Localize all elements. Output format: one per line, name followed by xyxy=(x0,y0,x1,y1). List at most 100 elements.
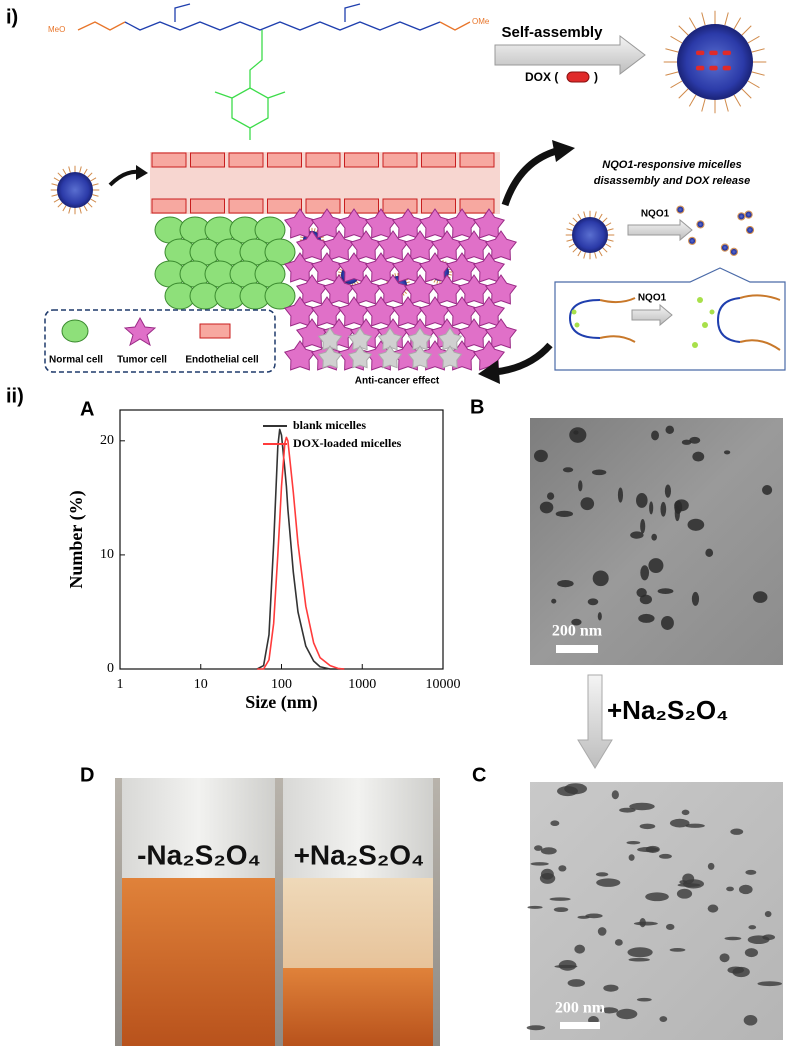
tumor-cell xyxy=(337,252,371,283)
corona xyxy=(677,211,680,214)
tumor-cell xyxy=(472,208,506,239)
particle xyxy=(676,888,693,899)
particle xyxy=(629,802,655,811)
corona xyxy=(743,213,745,215)
particle xyxy=(752,591,768,603)
treatment-label: +Na₂S₂O₄ xyxy=(607,695,728,725)
chem-label: MeO xyxy=(48,25,65,34)
dox xyxy=(696,65,705,71)
normal-cell xyxy=(264,282,296,310)
particle xyxy=(530,862,549,866)
particle xyxy=(616,1008,638,1020)
corona xyxy=(724,98,729,112)
chemical-structure xyxy=(77,3,471,140)
x-tick-label: 10 xyxy=(194,677,208,692)
corona xyxy=(406,281,410,284)
corona xyxy=(87,202,93,208)
corona xyxy=(688,241,690,244)
corona xyxy=(693,242,696,245)
tumor-cell xyxy=(376,274,410,305)
corona xyxy=(743,217,746,219)
micelle xyxy=(677,206,684,213)
tumor-cell xyxy=(445,252,479,283)
particle xyxy=(533,449,548,463)
corona xyxy=(741,25,752,36)
dox xyxy=(696,50,705,56)
tumor-cell xyxy=(418,252,452,283)
corona xyxy=(743,213,746,216)
particles xyxy=(533,425,773,630)
corona xyxy=(702,225,705,227)
tumor-cell xyxy=(472,296,506,327)
tumor-cell xyxy=(445,208,479,239)
particle xyxy=(558,865,567,872)
dox xyxy=(722,65,731,71)
corona xyxy=(681,205,683,208)
particle xyxy=(762,934,776,941)
endothelial-cell xyxy=(382,152,418,168)
micelle xyxy=(747,227,753,233)
micelle xyxy=(57,172,93,208)
corona xyxy=(725,243,728,246)
particle xyxy=(707,862,715,870)
dead-cell xyxy=(317,345,343,369)
particle xyxy=(757,981,783,987)
legend-label: DOX-loaded micelles xyxy=(293,436,402,450)
tumor-cell xyxy=(349,230,383,261)
bond xyxy=(174,3,191,22)
corona xyxy=(743,218,745,220)
corona xyxy=(572,247,578,253)
x-tick-label: 100 xyxy=(271,677,292,692)
corona xyxy=(83,205,88,212)
panel-label: C xyxy=(472,764,486,786)
corona xyxy=(693,237,696,240)
tumor-cell xyxy=(391,208,425,239)
corona xyxy=(577,250,582,257)
tumor-cell xyxy=(391,296,425,327)
endothelial-cell xyxy=(382,198,418,214)
particle xyxy=(723,450,731,455)
particles xyxy=(526,783,783,1031)
polymer xyxy=(716,297,741,343)
dox xyxy=(722,50,731,56)
tumor-cell xyxy=(283,252,317,283)
solution xyxy=(283,878,433,968)
endothelial-cell xyxy=(344,198,379,214)
particle xyxy=(664,484,672,498)
x-tick-label: 10000 xyxy=(426,677,461,692)
particle xyxy=(628,854,635,861)
corona xyxy=(747,232,749,234)
endothelial-cell xyxy=(190,152,225,168)
corona xyxy=(726,244,729,246)
corona xyxy=(746,231,748,233)
particle xyxy=(738,884,753,895)
tumor-cell xyxy=(337,208,371,239)
particle xyxy=(567,979,586,987)
arrow xyxy=(494,34,646,76)
particle xyxy=(539,501,554,514)
particle xyxy=(549,897,571,901)
corona xyxy=(697,226,700,229)
endothelial-cell xyxy=(228,198,264,214)
legend-label: Endothelial cell xyxy=(185,355,259,366)
corona xyxy=(726,249,729,251)
corona xyxy=(568,243,575,248)
tumor-cell xyxy=(484,274,518,305)
corona xyxy=(724,12,729,26)
corona xyxy=(688,94,697,107)
particle xyxy=(614,939,623,946)
corona xyxy=(735,253,738,256)
particle xyxy=(658,853,672,859)
endothelial-cell xyxy=(228,152,264,168)
x-axis-label: Size (nm) xyxy=(245,692,317,713)
scheme-label: Self-assembly xyxy=(502,24,604,41)
corona xyxy=(607,228,614,231)
corona xyxy=(53,198,60,203)
corona xyxy=(577,213,582,220)
tumor-cell xyxy=(295,274,329,305)
particle xyxy=(633,921,658,926)
particle xyxy=(674,505,680,522)
corona xyxy=(701,226,703,229)
bond xyxy=(249,30,263,88)
